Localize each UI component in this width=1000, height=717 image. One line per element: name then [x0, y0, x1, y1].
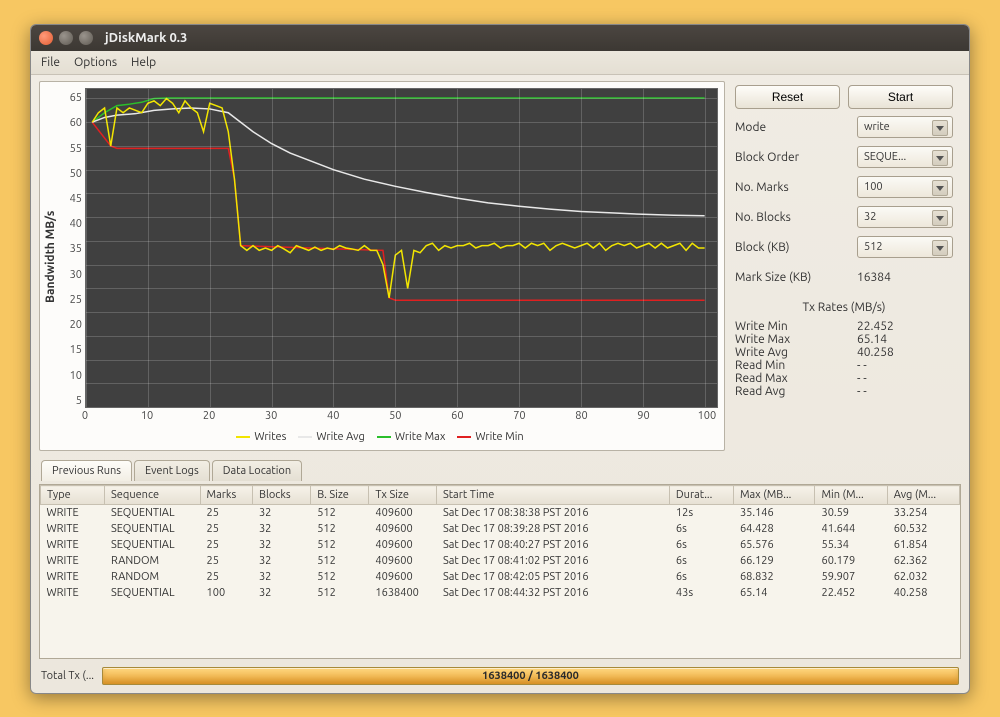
window-title: jDiskMark 0.3	[105, 31, 187, 45]
tab-previous-runs[interactable]: Previous Runs	[41, 460, 132, 481]
tx-row: Write Max65.14	[735, 333, 953, 346]
menubar: File Options Help	[31, 51, 969, 75]
legend-item: Write Avg	[298, 431, 364, 443]
table-row[interactable]: WRITESEQUENTIAL2532512409600Sat Dec 17 0…	[41, 537, 960, 553]
table-header[interactable]: Type	[41, 486, 105, 505]
tabs: Previous Runs Event Logs Data Location	[39, 459, 961, 480]
no-marks-select[interactable]: 100	[857, 176, 953, 198]
status-label: Total Tx (...	[41, 670, 94, 682]
close-icon[interactable]	[39, 31, 53, 45]
titlebar: jDiskMark 0.3	[31, 25, 969, 51]
tx-row: Read Min- -	[735, 359, 953, 372]
content: Bandwidth MB/s 5101520253035404550556065…	[31, 75, 969, 693]
tx-row: Read Avg- -	[735, 385, 953, 398]
progress-text: 1638400 / 1638400	[482, 670, 579, 682]
table-row[interactable]: WRITESEQUENTIAL100325121638400Sat Dec 17…	[41, 585, 960, 601]
progress-bar: 1638400 / 1638400	[102, 667, 959, 685]
table-header[interactable]: Sequence	[105, 486, 201, 505]
chart-panel: Bandwidth MB/s 5101520253035404550556065…	[39, 81, 725, 451]
table-header[interactable]: Start Time	[436, 486, 669, 505]
tx-row: Read Max- -	[735, 372, 953, 385]
no-blocks-label: No. Blocks	[735, 211, 853, 224]
chart-plot	[85, 88, 718, 408]
legend-item: Writes	[236, 431, 286, 443]
menu-file[interactable]: File	[41, 56, 60, 69]
chart-yaxis: 5101520253035404550556065	[59, 88, 85, 426]
chart-xaxis: 0102030405060708090100	[85, 408, 718, 426]
block-order-select[interactable]: SEQUE...	[857, 146, 953, 168]
mark-size-label: Mark Size (KB)	[735, 271, 853, 284]
chart-ylabel: Bandwidth MB/s	[42, 88, 59, 426]
start-button[interactable]: Start	[848, 85, 953, 109]
legend-item: Write Max	[377, 431, 446, 443]
mode-select[interactable]: write	[857, 116, 953, 138]
menu-options[interactable]: Options	[74, 56, 117, 69]
tx-rates-title: Tx Rates (MB/s)	[735, 301, 953, 314]
table-row[interactable]: WRITESEQUENTIAL2532512409600Sat Dec 17 0…	[41, 521, 960, 537]
tab-data-location[interactable]: Data Location	[212, 460, 302, 481]
tx-row: Write Avg40.258	[735, 346, 953, 359]
no-blocks-select[interactable]: 32	[857, 206, 953, 228]
no-marks-label: No. Marks	[735, 181, 853, 194]
runs-table: TypeSequenceMarksBlocksB. SizeTx SizeSta…	[40, 485, 960, 601]
table-header[interactable]: Marks	[200, 486, 252, 505]
table-header[interactable]: Durat...	[669, 486, 733, 505]
table-header[interactable]: Blocks	[252, 486, 310, 505]
menu-help[interactable]: Help	[131, 56, 156, 69]
table-row[interactable]: WRITERANDOM2532512409600Sat Dec 17 08:41…	[41, 553, 960, 569]
app-window: jDiskMark 0.3 File Options Help Bandwidt…	[30, 24, 970, 694]
block-order-label: Block Order	[735, 151, 853, 164]
table-header[interactable]: Tx Size	[369, 486, 437, 505]
reset-button[interactable]: Reset	[735, 85, 840, 109]
maximize-icon[interactable]	[79, 31, 93, 45]
table-row[interactable]: WRITESEQUENTIAL2532512409600Sat Dec 17 0…	[41, 505, 960, 522]
status-bar: Total Tx (... 1638400 / 1638400	[39, 663, 961, 689]
table-header[interactable]: Max (MB...	[733, 486, 815, 505]
tx-row: Write Min22.452	[735, 320, 953, 333]
table-panel: TypeSequenceMarksBlocksB. SizeTx SizeSta…	[39, 484, 961, 659]
chart-legend: Writes Write Avg Write Max Write Min	[42, 426, 718, 448]
minimize-icon[interactable]	[59, 31, 73, 45]
legend-item: Write Min	[457, 431, 523, 443]
table-header[interactable]: Min (M...	[815, 486, 887, 505]
table-row[interactable]: WRITERANDOM2532512409600Sat Dec 17 08:42…	[41, 569, 960, 585]
table-header[interactable]: B. Size	[311, 486, 369, 505]
block-kb-label: Block (KB)	[735, 241, 853, 254]
block-kb-select[interactable]: 512	[857, 236, 953, 258]
mode-label: Mode	[735, 121, 853, 134]
mark-size-value: 16384	[857, 271, 953, 284]
side-panel: Reset Start Mode write Block Order SEQUE…	[731, 81, 961, 451]
tab-event-logs[interactable]: Event Logs	[134, 460, 210, 481]
table-header[interactable]: Avg (M...	[887, 486, 959, 505]
